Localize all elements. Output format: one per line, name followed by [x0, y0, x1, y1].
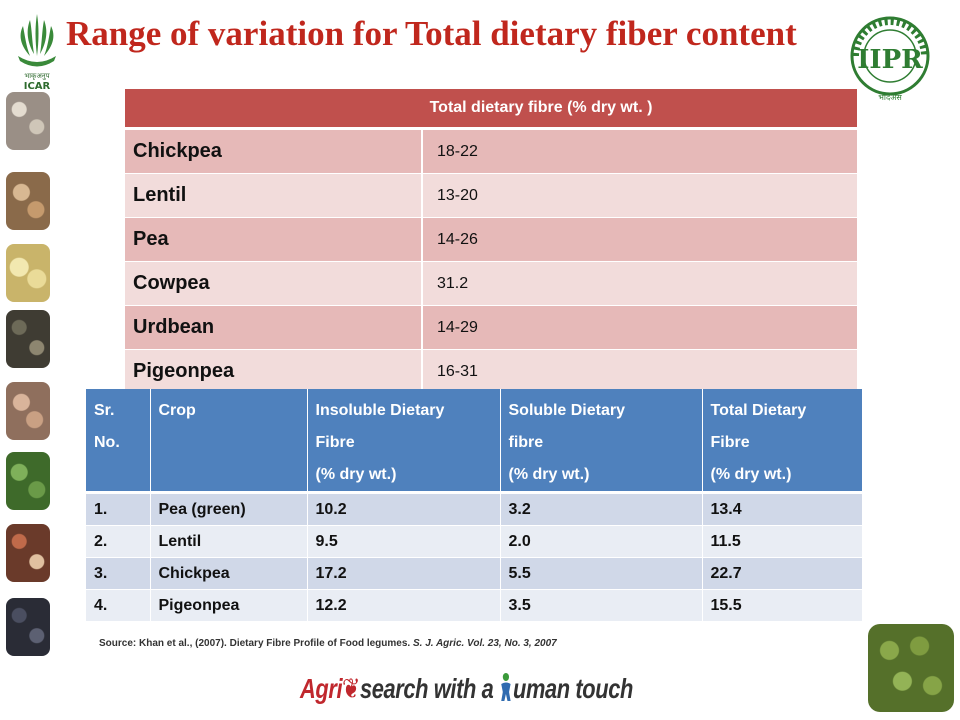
soluble-cell: 5.5: [500, 557, 703, 590]
insoluble-cell: 17.2: [307, 557, 501, 590]
table-row: 3. Chickpea 17.2 5.5 22.7: [86, 557, 862, 590]
header-line: (% dry wt.): [315, 466, 397, 483]
header-crop: Crop: [150, 389, 308, 494]
crop-cell: Pigeonpea: [150, 589, 308, 622]
header-line: Fibre: [710, 434, 750, 451]
header-total-fibre: Total Dietary Fibre (% dry wt.): [702, 389, 862, 494]
crop-cell: Pea (green): [150, 492, 308, 526]
crop-cell: Chickpea: [125, 128, 423, 174]
total-fibre-header: Total dietary fibre (% dry wt. ): [125, 89, 857, 130]
fibre-value-cell: 14-26: [422, 217, 857, 262]
seed-image: [6, 92, 50, 150]
total-cell: 15.5: [702, 589, 862, 622]
fibre-value-cell: 31.2: [422, 261, 857, 306]
svg-text:IIPR: IIPR: [857, 45, 923, 75]
table-row: 2. Lentil 9.5 2.0 11.5: [86, 525, 862, 558]
header-line: Insoluble Dietary: [315, 402, 445, 419]
source-journal: S. J. Agric. Vol. 23, No. 3, 2007: [412, 638, 557, 649]
table-row: Chickpea 18-22: [125, 128, 857, 174]
icar-logo: भाकृअनुप ICAR: [18, 14, 56, 92]
crop-cell: Urdbean: [125, 305, 423, 350]
crop-cell: Lentil: [150, 525, 308, 558]
svg-text:ICAR: ICAR: [24, 81, 51, 92]
table-row: Urdbean 14-29: [125, 305, 857, 350]
total-fibre-table: Total dietary fibre (% dry wt. ) Chickpe…: [125, 89, 857, 394]
seed-image: [6, 382, 50, 440]
crop-cell: Cowpea: [125, 261, 423, 306]
insoluble-cell: 12.2: [307, 589, 501, 622]
iipr-logo: IIPR भादअस: [850, 16, 930, 102]
table-row: 1. Pea (green) 10.2 3.2 13.4: [86, 492, 862, 526]
seed-image: [6, 244, 50, 302]
fibre-composition-table: Sr. No. Crop Insoluble Dietary Fibre (% …: [86, 389, 862, 622]
insoluble-cell: 10.2: [307, 492, 501, 526]
tagline-part: Agri: [300, 673, 343, 704]
fibre-value-cell: 13-20: [422, 173, 857, 218]
tagline-part: search with a: [360, 673, 500, 704]
sr-cell: 1.: [86, 492, 151, 526]
sr-cell: 4.: [86, 589, 151, 622]
table-row: Cowpea 31.2: [125, 261, 857, 306]
total-cell: 22.7: [702, 557, 862, 590]
fibre-value-cell: 16-31: [422, 349, 857, 394]
seed-image: [6, 524, 50, 582]
svg-text:भादअस: भादअस: [878, 93, 902, 102]
soluble-cell: 3.2: [500, 492, 703, 526]
crop-cell: Pea: [125, 217, 423, 262]
fibre-value-cell: 18-22: [422, 128, 857, 174]
header-line: No.: [94, 434, 120, 451]
header-line: Fibre: [315, 434, 355, 451]
slide-title: Range of variation for Total dietary fib…: [66, 14, 797, 53]
crop-cell: Lentil: [125, 173, 423, 218]
leaf-icon: ❦: [342, 673, 361, 704]
soluble-cell: 3.5: [500, 589, 703, 622]
header-line: fibre: [508, 434, 544, 451]
source-citation: Source: Khan et al., (2007). Dietary Fib…: [99, 638, 557, 649]
header-line: (% dry wt.): [508, 466, 590, 483]
total-cell: 11.5: [702, 525, 862, 558]
table-row: 4. Pigeonpea 12.2 3.5 15.5: [86, 589, 862, 622]
source-text: Source: Khan et al., (2007). Dietary Fib…: [99, 638, 413, 649]
header-line: Sr.: [94, 402, 115, 419]
person-icon: [501, 673, 511, 701]
seed-image-strip: [6, 92, 50, 662]
crop-cell: Pigeonpea: [125, 349, 423, 394]
svg-text:भाकृअनुप: भाकृअनुप: [24, 72, 50, 80]
seed-image: [6, 310, 50, 368]
sr-cell: 2.: [86, 525, 151, 558]
header-insoluble-fibre: Insoluble Dietary Fibre (% dry wt.): [307, 389, 501, 494]
crop-cell: Chickpea: [150, 557, 308, 590]
seed-image: [6, 598, 50, 656]
tagline-part: uman touch: [513, 673, 633, 704]
header-line: Total Dietary: [710, 402, 807, 419]
table-row: Pigeonpea 16-31: [125, 349, 857, 394]
total-cell: 13.4: [702, 492, 862, 526]
tagline: Agri❦search with a uman touch: [300, 672, 633, 705]
header-soluble-fibre: Soluble Dietary fibre (% dry wt.): [500, 389, 703, 494]
green-gram-image: [868, 624, 954, 712]
fibre-value-cell: 14-29: [422, 305, 857, 350]
soluble-cell: 2.0: [500, 525, 703, 558]
table-row: Lentil 13-20: [125, 173, 857, 218]
header-line: (% dry wt.): [710, 466, 792, 483]
seed-image: [6, 172, 50, 230]
header-sr-no: Sr. No.: [86, 389, 151, 494]
table-row: Pea 14-26: [125, 217, 857, 262]
insoluble-cell: 9.5: [307, 525, 501, 558]
header-line: Soluble Dietary: [508, 402, 625, 419]
seed-image: [6, 452, 50, 510]
sr-cell: 3.: [86, 557, 151, 590]
header-line: Crop: [158, 402, 196, 419]
